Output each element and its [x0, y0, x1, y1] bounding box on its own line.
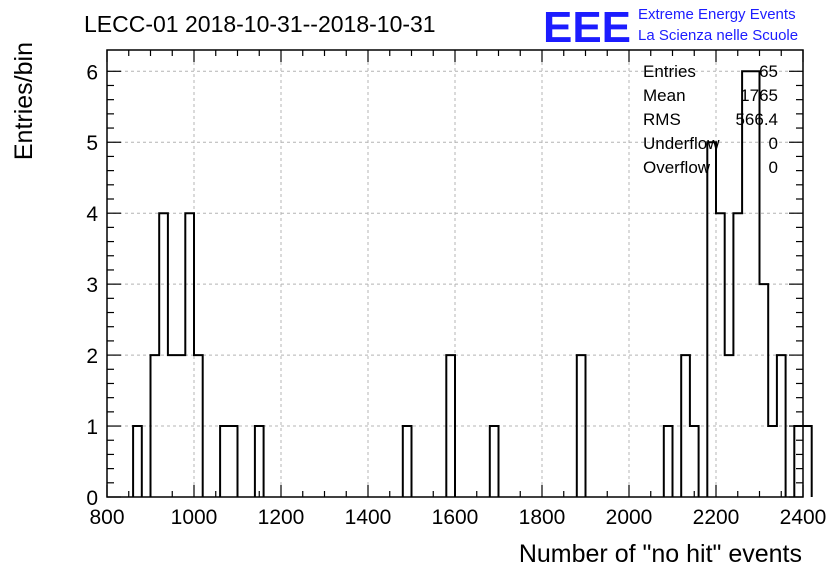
y-tick-label: 1 [86, 416, 98, 439]
stats-label: Overflow [643, 158, 711, 177]
x-tick-label: 800 [89, 506, 124, 529]
chart-title: LECC-01 2018-10-31--2018-10-31 [84, 11, 436, 37]
x-tick-label: 1000 [171, 506, 218, 529]
x-tick-label: 1800 [519, 506, 566, 529]
stats-box: Entries 65 Mean 1765 RMS 566.4 Underflow 0 Overf… [643, 62, 778, 177]
x-axis-title: Number of "no hit" events [519, 540, 802, 568]
stats-value: 566.4 [735, 110, 778, 129]
eee-logo: EEE Extreme Energy Events La Scienza nel… [543, 3, 798, 52]
stats-label: Mean [643, 86, 686, 105]
histogram-outline [132, 70, 813, 497]
x-tick-label: 2200 [693, 506, 740, 529]
x-axis: 800 1000 1200 1400 1600 1800 2000 2200 2400 [89, 50, 826, 529]
logo-line-2: La Scienza nelle Scuole [638, 27, 798, 44]
y-tick-label: 2 [86, 345, 98, 368]
stats-label: Entries [643, 62, 696, 81]
y-tick-label: 4 [86, 203, 98, 226]
logo-mark: EEE [543, 3, 631, 52]
stats-label: Underflow [643, 134, 720, 153]
x-tick-label: 1200 [258, 506, 305, 529]
x-tick-label: 1600 [432, 506, 479, 529]
x-tick-label: 2400 [780, 506, 827, 529]
stats-value: 1765 [740, 86, 778, 105]
y-tick-label: 5 [86, 132, 98, 155]
y-axis-title: Entries/bin [10, 42, 38, 160]
y-tick-label: 6 [86, 61, 98, 84]
stats-label: RMS [643, 110, 681, 129]
y-tick-label: 0 [86, 487, 98, 510]
stats-value: 0 [769, 134, 778, 153]
x-tick-label: 1400 [345, 506, 392, 529]
y-axis: 0 1 2 3 4 5 6 [86, 61, 803, 510]
y-tick-label: 3 [86, 274, 98, 297]
stats-value: 0 [769, 158, 778, 177]
x-tick-label: 2000 [606, 506, 653, 529]
stats-value: 65 [759, 62, 778, 81]
histogram-bars [132, 70, 813, 497]
logo-line-1: Extreme Energy Events [638, 6, 796, 23]
